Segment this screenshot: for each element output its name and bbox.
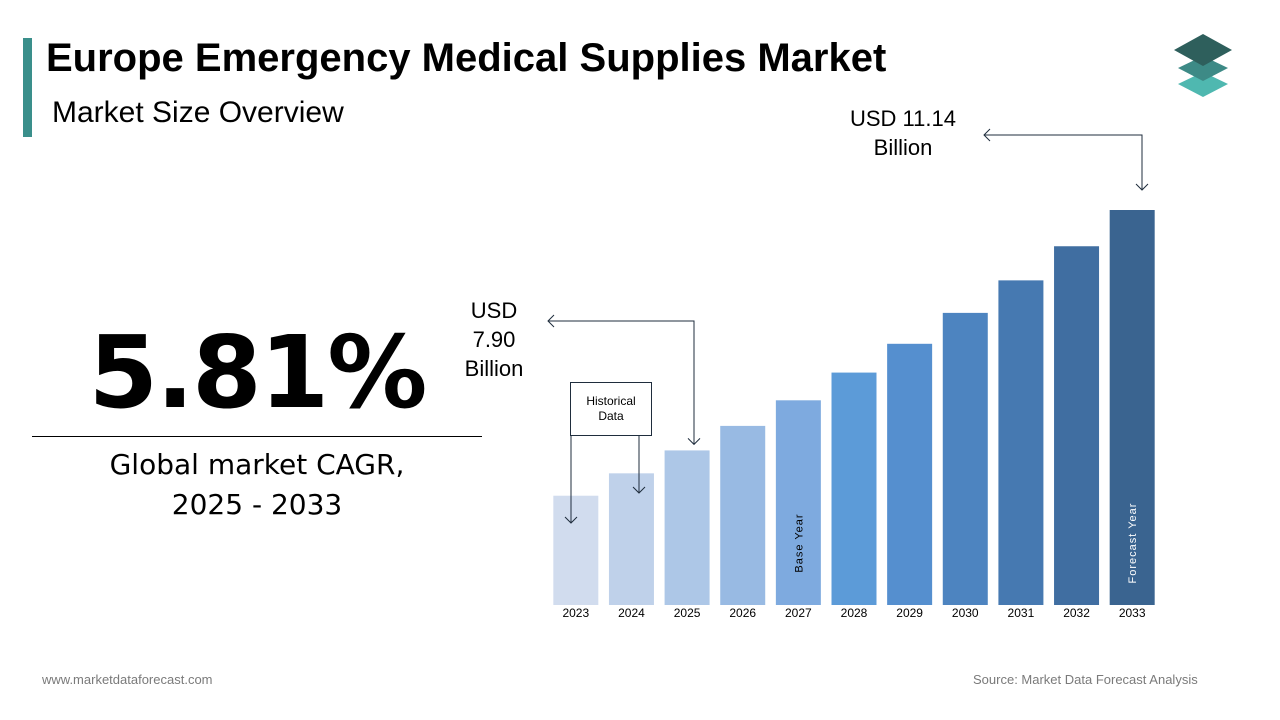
end-callout-arrowhead-down xyxy=(1135,183,1149,191)
tick-label-2032: 2032 xyxy=(1063,606,1090,620)
footer-source: Source: Market Data Forecast Analysis xyxy=(973,672,1198,687)
cagr-label-line2: 2025 - 2033 xyxy=(171,488,343,521)
start-callout-line1: USD xyxy=(470,298,518,323)
start-callout-arrowhead-left xyxy=(547,314,555,328)
cagr-label: Global market CAGR, 2025 - 2033 xyxy=(32,445,482,525)
tick-label-2025: 2025 xyxy=(674,606,701,620)
bar-2023 xyxy=(553,495,599,605)
tick-label-2023: 2023 xyxy=(562,606,589,620)
page-subtitle: Market Size Overview xyxy=(52,96,344,129)
historical-data-box: Historical Data xyxy=(570,382,652,436)
start-callout-line3: Billion xyxy=(464,356,524,381)
bar-2031 xyxy=(998,280,1044,605)
tick-label-2033: 2033 xyxy=(1119,606,1146,620)
historical-arrowhead-2023 xyxy=(564,516,578,524)
tick-label-2028: 2028 xyxy=(841,606,868,620)
footer-website: www.marketdataforecast.com xyxy=(42,672,213,687)
arrows-layer xyxy=(547,128,1149,524)
bar-2026 xyxy=(720,425,766,605)
tick-labels-layer: 2023 2024 2025 2026 2027 2028 2029 2030 2031 2032… xyxy=(562,606,1145,620)
cagr-divider xyxy=(32,436,482,437)
accent-bar xyxy=(23,38,32,137)
end-callout-line1: USD 11.14 xyxy=(850,106,956,131)
start-value-callout: USD 7.90 Billion xyxy=(456,296,532,383)
bar-2024 xyxy=(608,473,654,605)
historical-arrowhead-2024 xyxy=(632,486,646,494)
historical-box-line1: Historical xyxy=(586,394,636,408)
bar-2030 xyxy=(942,312,988,605)
tick-label-2027: 2027 xyxy=(785,606,812,620)
stacked-layers-logo-icon xyxy=(1174,34,1232,97)
bar-2033 xyxy=(1109,210,1155,605)
bar-label-2033: Forecast Year xyxy=(1127,503,1139,584)
bar-label-2027: Base Year xyxy=(793,513,805,572)
start-callout-line2: 7.90 xyxy=(472,327,516,352)
bar-2027 xyxy=(775,400,821,605)
cagr-value: 5.81% xyxy=(88,314,428,431)
logo-layer-middle xyxy=(1178,56,1228,81)
logo-layer-top xyxy=(1174,34,1232,66)
bar-2028 xyxy=(831,372,877,605)
logo-layer-bottom xyxy=(1178,72,1228,97)
page-title: Europe Emergency Medical Supplies Market xyxy=(46,36,887,80)
tick-label-2024: 2024 xyxy=(618,606,645,620)
tick-label-2026: 2026 xyxy=(729,606,756,620)
start-callout-arrow xyxy=(548,320,695,445)
end-callout-arrow xyxy=(984,134,1143,190)
cagr-label-line1: Global market CAGR, xyxy=(109,448,405,481)
historical-box-line2: Data xyxy=(598,409,624,423)
end-callout-arrowhead-left xyxy=(983,128,991,142)
bar-2029 xyxy=(887,343,933,605)
bar-2032 xyxy=(1054,246,1100,606)
end-callout-line2: Billion xyxy=(873,135,933,160)
tick-label-2029: 2029 xyxy=(896,606,923,620)
start-callout-arrowhead-down xyxy=(687,438,701,446)
tick-label-2031: 2031 xyxy=(1008,606,1035,620)
bars-layer: Base Year Forecast Year xyxy=(553,210,1155,606)
end-value-callout: USD 11.14 Billion xyxy=(830,104,976,162)
tick-label-2030: 2030 xyxy=(952,606,979,620)
bar-2025 xyxy=(664,450,710,605)
